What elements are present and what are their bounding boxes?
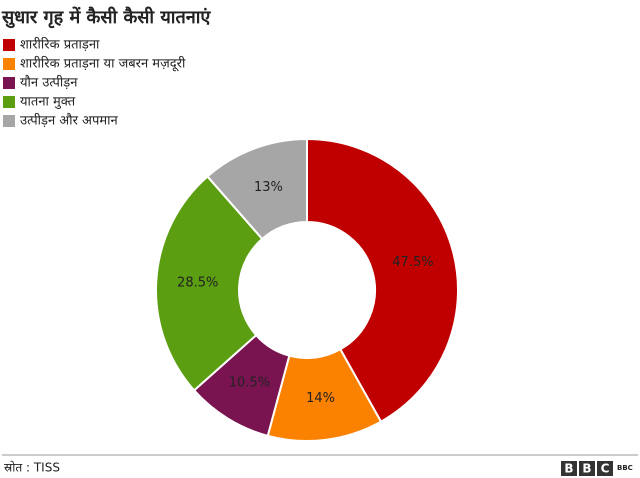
legend-swatch bbox=[3, 115, 15, 127]
legend-label: उत्पीड़न और अपमान bbox=[20, 113, 119, 129]
logo-letter: B bbox=[582, 462, 591, 476]
legend-swatch bbox=[3, 96, 15, 108]
donut-slice bbox=[306, 137, 459, 423]
data-label: 47.5% bbox=[392, 255, 433, 270]
logo-small: BBC bbox=[617, 464, 633, 472]
data-label: 10.5% bbox=[229, 376, 270, 391]
legend-swatch bbox=[3, 77, 15, 89]
logo-letter: C bbox=[601, 462, 610, 476]
logo-block bbox=[597, 461, 613, 476]
donut-slice bbox=[155, 175, 264, 392]
chart-title: सुधार गृह में कैसी कैसी यातनाएं bbox=[1, 6, 211, 29]
legend-label: शारीरिक प्रताड़ना या जबरन मज़दूरी bbox=[20, 56, 186, 72]
logo-block bbox=[579, 461, 595, 476]
legend-swatch bbox=[3, 58, 15, 70]
logo-block bbox=[561, 461, 577, 476]
source: स्रोत : TISS bbox=[4, 461, 60, 475]
data-label: 28.5% bbox=[177, 276, 218, 291]
legend-label: यौन उत्पीड़न bbox=[20, 75, 78, 91]
legend-label: शारीरिक प्रताड़ना bbox=[20, 37, 100, 53]
data-label: 13% bbox=[254, 180, 283, 195]
legend-label: यातना मुक्त bbox=[20, 95, 76, 110]
data-label: 14% bbox=[306, 391, 335, 406]
legend-swatch bbox=[3, 39, 15, 51]
logo-letter: B bbox=[564, 462, 573, 476]
donut-slice bbox=[206, 137, 308, 241]
